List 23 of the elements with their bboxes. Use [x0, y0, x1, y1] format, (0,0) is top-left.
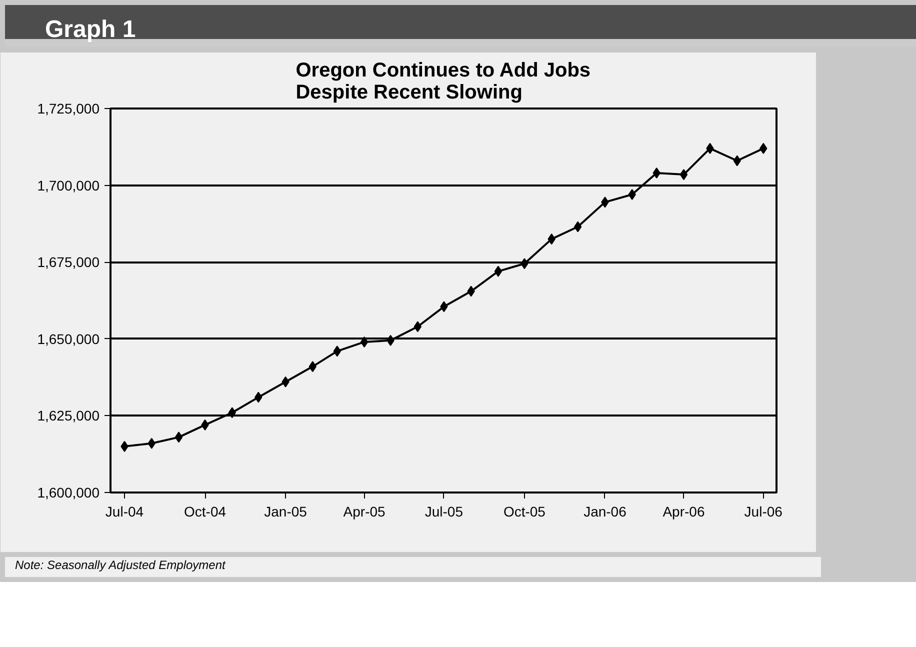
y-tick-label: 1,725,000: [37, 100, 100, 116]
point: [680, 169, 688, 180]
x-tick-label: Oct-04: [184, 504, 226, 520]
x-tick-label: Apr-06: [662, 504, 705, 520]
caption: Graph 1: [45, 15, 136, 45]
y-tick-label: 1,625,000: [37, 408, 100, 424]
chart-title: Oregon Continues to Add Jobs Despite Recent Slowing: [296, 60, 591, 104]
x-tick-label: Jan-06: [584, 504, 627, 520]
point: [494, 266, 502, 277]
x-tick-label: Jul-06: [744, 504, 783, 520]
y-tick-label: 1,650,000: [37, 330, 100, 347]
x-tick-label: Jan-05: [264, 504, 308, 520]
point: [174, 432, 183, 443]
point: [360, 336, 368, 348]
x-tick-label: Jul-04: [105, 504, 144, 520]
text: Note: Seasonally Adjusted Employment: [15, 557, 226, 574]
y-tick-label: 1,600,000: [37, 484, 100, 500]
x-tick-label: Jul-05: [424, 504, 464, 520]
point: [414, 321, 422, 332]
y-tick-label: 1,700,000: [37, 177, 100, 194]
x-tick-label: Oct-05: [503, 504, 546, 520]
x-tick-label: Apr-05: [343, 504, 386, 520]
y-tick-label: 1,675,000: [37, 254, 100, 270]
